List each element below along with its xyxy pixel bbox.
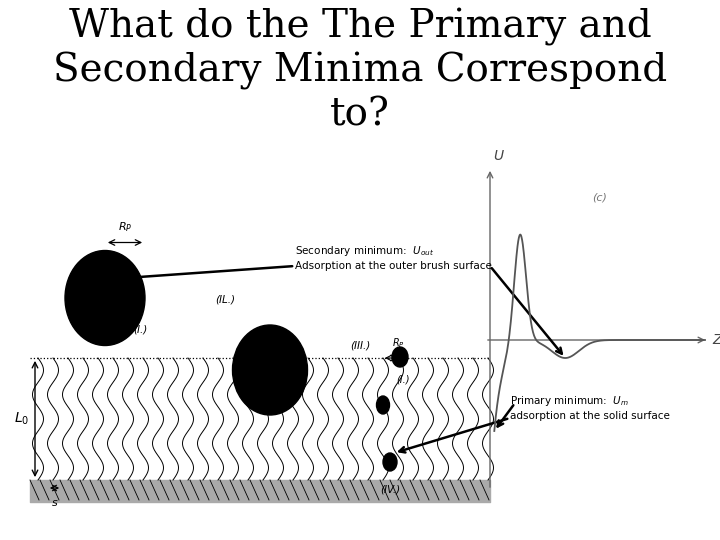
Text: Secondary minimum:  $U_{out}$: Secondary minimum: $U_{out}$ bbox=[295, 244, 434, 258]
Ellipse shape bbox=[65, 251, 145, 346]
Text: $R_P$: $R_P$ bbox=[392, 336, 405, 350]
Text: Z: Z bbox=[712, 333, 720, 347]
Text: to?: to? bbox=[330, 96, 390, 133]
Text: $L_0$: $L_0$ bbox=[14, 411, 30, 427]
Text: What do the The Primary and: What do the The Primary and bbox=[68, 8, 652, 46]
Text: (I.): (I.) bbox=[396, 374, 410, 384]
Text: (I.): (I.) bbox=[133, 325, 148, 335]
Ellipse shape bbox=[233, 325, 307, 415]
Text: U: U bbox=[493, 149, 503, 163]
Ellipse shape bbox=[377, 396, 390, 414]
Text: adsorption at the solid surface: adsorption at the solid surface bbox=[510, 411, 670, 421]
Text: (IV.): (IV.) bbox=[380, 484, 400, 494]
Ellipse shape bbox=[392, 347, 408, 367]
Ellipse shape bbox=[383, 453, 397, 471]
Text: Secondary Minima Correspond: Secondary Minima Correspond bbox=[53, 52, 667, 90]
Text: Adsorption at the outer brush surface: Adsorption at the outer brush surface bbox=[295, 261, 492, 271]
Text: (III.): (III.) bbox=[350, 340, 370, 350]
Text: $s$: $s$ bbox=[50, 498, 58, 508]
Text: (IL.): (IL.) bbox=[215, 295, 235, 305]
Text: Primary minimum:  $U_m$: Primary minimum: $U_m$ bbox=[510, 394, 629, 408]
Text: (c): (c) bbox=[593, 193, 608, 203]
Text: $R_P$: $R_P$ bbox=[118, 221, 132, 234]
